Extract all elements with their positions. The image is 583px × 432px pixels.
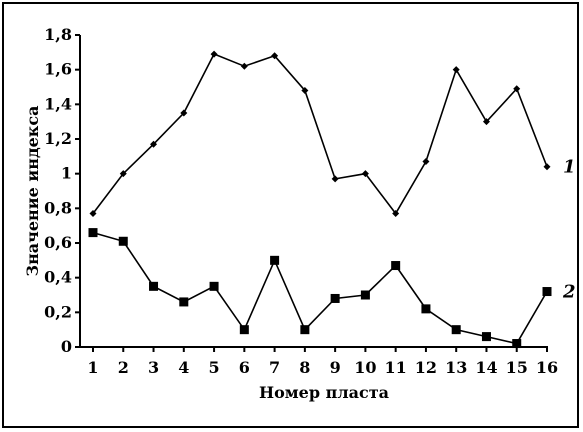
y-tick-label: 0,8 <box>44 198 72 217</box>
y-tick-label: 1,2 <box>44 129 72 148</box>
series-points <box>88 50 552 349</box>
x-tick-label: 14 <box>475 358 497 377</box>
series-1-point <box>513 85 521 93</box>
x-tick-label: 3 <box>148 358 159 377</box>
series-1-point <box>301 86 309 94</box>
series-2-line <box>92 231 548 345</box>
x-tick-label: 13 <box>445 358 467 377</box>
series-1-point <box>89 210 97 218</box>
series-1-point <box>271 52 279 60</box>
series-2-point <box>391 261 401 271</box>
x-tick-label: 6 <box>239 358 250 377</box>
x-tick-label: 5 <box>208 358 219 377</box>
series-1-point <box>150 140 158 148</box>
series-2-point <box>270 255 280 265</box>
x-tick-label: 8 <box>299 358 310 377</box>
x-axis-ticks: 1 2 3 4 5 6 7 8 9 10 11 12 13 14 15 16 <box>87 347 558 377</box>
series-2-point <box>300 325 310 335</box>
x-tick-label: 9 <box>330 358 341 377</box>
series-2-point <box>542 287 552 297</box>
y-tick-label: 1 <box>61 164 72 183</box>
series-1-point <box>210 50 218 58</box>
y-tick-label: 1,6 <box>44 60 72 79</box>
series-2-point <box>209 281 219 291</box>
series-lines <box>92 53 548 345</box>
x-axis-title: Номер пласта <box>259 383 389 402</box>
series-1-point <box>361 170 369 178</box>
y-tick-label: 0,2 <box>44 302 72 321</box>
series-1-point <box>422 158 430 166</box>
x-tick-label: 11 <box>385 358 407 377</box>
y-tick-label: 0 <box>61 337 72 356</box>
series-1-point <box>482 118 490 126</box>
series-2-point <box>239 325 249 335</box>
series-1-point <box>543 163 551 171</box>
series-2-point <box>118 236 128 246</box>
series-1-point <box>452 66 460 74</box>
x-tick-label: 7 <box>269 358 280 377</box>
series-2-point <box>360 290 370 300</box>
x-tick-label: 12 <box>415 358 437 377</box>
series-2-point <box>330 293 340 303</box>
series-1-label: 1 <box>563 157 576 178</box>
x-tick-label: 4 <box>178 358 189 377</box>
series-labels: 12 <box>562 157 576 303</box>
x-tick-label: 2 <box>118 358 129 377</box>
x-tick-label: 15 <box>506 358 528 377</box>
series-2-point <box>512 339 522 349</box>
series-2-point <box>481 332 491 342</box>
y-tick-label: 0,6 <box>44 233 72 252</box>
series-2-point <box>149 281 159 291</box>
y-axis-ticks: 0 0,2 0,4 0,6 0,8 1 1,2 1,4 1,6 1,8 <box>44 25 80 356</box>
series-2-point <box>179 297 189 307</box>
series-1-line <box>92 53 548 215</box>
series-1-point <box>119 170 127 178</box>
y-axis-title: Значение индекса <box>23 106 42 277</box>
series-1-point <box>331 175 339 183</box>
series-2-point <box>88 228 98 238</box>
series-1-point <box>392 210 400 218</box>
series-2-point <box>451 325 461 335</box>
axes <box>79 35 548 348</box>
series-2-label: 2 <box>562 282 576 303</box>
series-2-point <box>421 304 431 314</box>
x-tick-label: 1 <box>87 358 98 377</box>
series-1-point <box>240 62 248 70</box>
x-tick-label: 16 <box>536 358 558 377</box>
y-tick-label: 0,4 <box>44 268 72 287</box>
series-1-point <box>180 109 188 117</box>
y-tick-label: 1,8 <box>44 25 72 44</box>
x-tick-label: 10 <box>354 358 376 377</box>
y-tick-label: 1,4 <box>44 94 72 113</box>
